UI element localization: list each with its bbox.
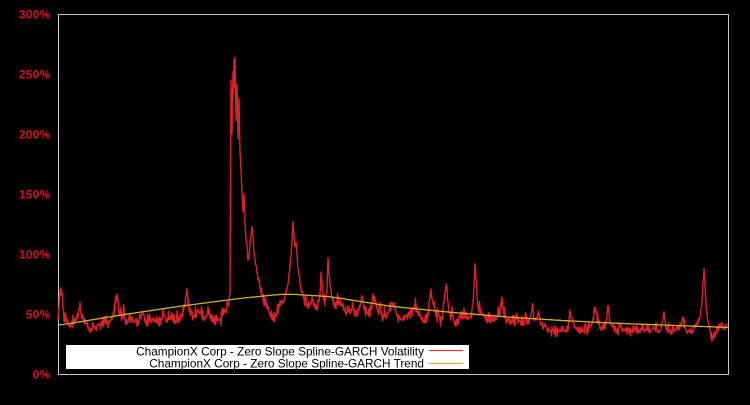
svg-text:150%: 150% [19,189,51,202]
svg-text:100%: 100% [19,249,51,262]
svg-text:ChampionX Corp - Zero Slope Sp: ChampionX Corp - Zero Slope Spline-GARCH… [149,357,424,371]
svg-text:ChampionX Corp - Zero Slope Sp: ChampionX Corp - Zero Slope Spline-GARCH… [136,345,424,359]
svg-text:0%: 0% [33,369,51,382]
svg-text:50%: 50% [26,309,51,322]
svg-text:200%: 200% [19,129,51,142]
svg-text:250%: 250% [19,69,51,82]
svg-text:300%: 300% [19,9,51,22]
